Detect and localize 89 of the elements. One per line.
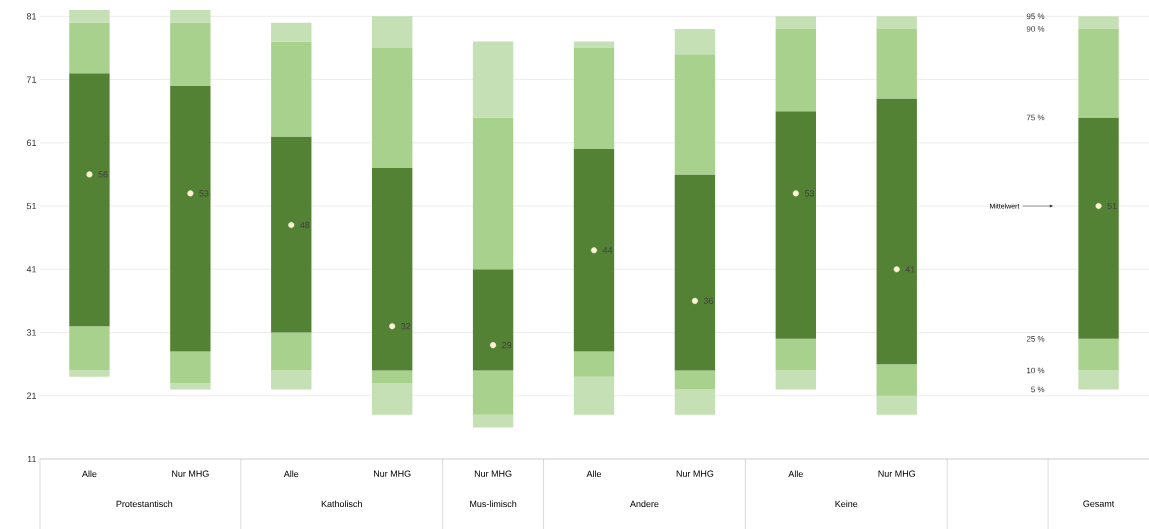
bar: [1078, 370, 1119, 390]
bar: [69, 22, 110, 74]
bar: [69, 10, 110, 23]
x-tick-label: Nur MHG: [474, 470, 512, 477]
data-label: 51: [1107, 202, 1117, 210]
data-label: 48: [300, 221, 310, 229]
bar: [775, 370, 816, 390]
x-tick-label: Nur MHG: [373, 470, 411, 477]
bar: [876, 395, 917, 415]
x-tick-label: Alle: [586, 470, 602, 478]
point: [389, 323, 396, 330]
bar: [674, 174, 716, 371]
bar: [775, 16, 816, 29]
bar: [372, 47, 413, 169]
y-tick-label: 31: [26, 329, 37, 336]
bar: [573, 149, 615, 352]
y-tick-label: 81: [26, 13, 37, 20]
bar: [775, 338, 816, 371]
bar: [674, 370, 716, 390]
bar: [1078, 16, 1119, 29]
bar: [876, 364, 917, 396]
bar: [170, 10, 211, 23]
bar: [472, 370, 514, 415]
text: Mus-limisch: [470, 500, 517, 508]
point: [1095, 203, 1102, 210]
bar: [472, 41, 514, 118]
bar: [170, 85, 211, 352]
text: Keine: [835, 500, 858, 508]
text: Gesamt: [1083, 500, 1115, 507]
bar: [69, 326, 110, 371]
bar: [674, 28, 716, 55]
bar: [573, 351, 615, 377]
bar: [271, 332, 312, 371]
x-tick-label: Nur MHG: [878, 470, 915, 477]
bar: [170, 383, 211, 390]
bar: [472, 269, 514, 371]
y-tick-label: 61: [26, 139, 37, 146]
bar: [372, 168, 413, 371]
text: Protestantisch: [116, 500, 173, 508]
x-tick-label: Alle: [81, 470, 97, 478]
data-label: 36: [703, 297, 714, 305]
point: [490, 342, 497, 349]
text: Andere: [630, 500, 659, 508]
y-tick-label: 21: [26, 392, 37, 399]
bar: [170, 351, 211, 384]
x-tick-label: Alle: [283, 470, 299, 478]
point: [187, 190, 194, 197]
point: [691, 297, 698, 304]
bar: [170, 22, 211, 86]
y-tick-label: 11: [27, 455, 37, 463]
y-tick-label: 51: [26, 202, 37, 210]
bar: [271, 136, 312, 333]
bar: [876, 28, 917, 99]
bar: [573, 41, 615, 48]
bar: [1078, 28, 1119, 118]
bar: [674, 54, 716, 175]
data-label: 41: [905, 266, 915, 273]
bar: [573, 376, 615, 415]
bar: [271, 370, 312, 390]
bar: [573, 47, 615, 150]
bar: [1078, 117, 1119, 339]
bar: [674, 389, 716, 415]
bar: [1078, 338, 1119, 371]
bar: [472, 117, 514, 270]
bar: [271, 22, 312, 42]
point: [792, 190, 799, 197]
y-tick-label: 71: [26, 76, 37, 83]
bar: [69, 370, 110, 377]
text: Katholisch: [321, 500, 362, 508]
bar: [775, 28, 816, 112]
bar: [472, 414, 514, 428]
y-tick-label: 41: [26, 266, 37, 273]
data-label: 32: [401, 323, 411, 330]
bar: [876, 98, 917, 365]
bar: [69, 73, 110, 327]
bar: [372, 383, 413, 415]
point: [86, 171, 93, 178]
bar: [876, 16, 917, 29]
x-tick-label: Nur MHG: [676, 470, 714, 477]
point: [591, 247, 597, 254]
bar: [775, 111, 816, 339]
data-label: 53: [804, 190, 814, 197]
x-tick-label: Alle: [788, 470, 803, 478]
bar: [271, 41, 312, 137]
x-tick-label: Nur MHG: [172, 470, 209, 477]
bar: [372, 370, 413, 384]
point: [288, 222, 295, 229]
point: [893, 266, 900, 273]
bar: [372, 16, 413, 48]
